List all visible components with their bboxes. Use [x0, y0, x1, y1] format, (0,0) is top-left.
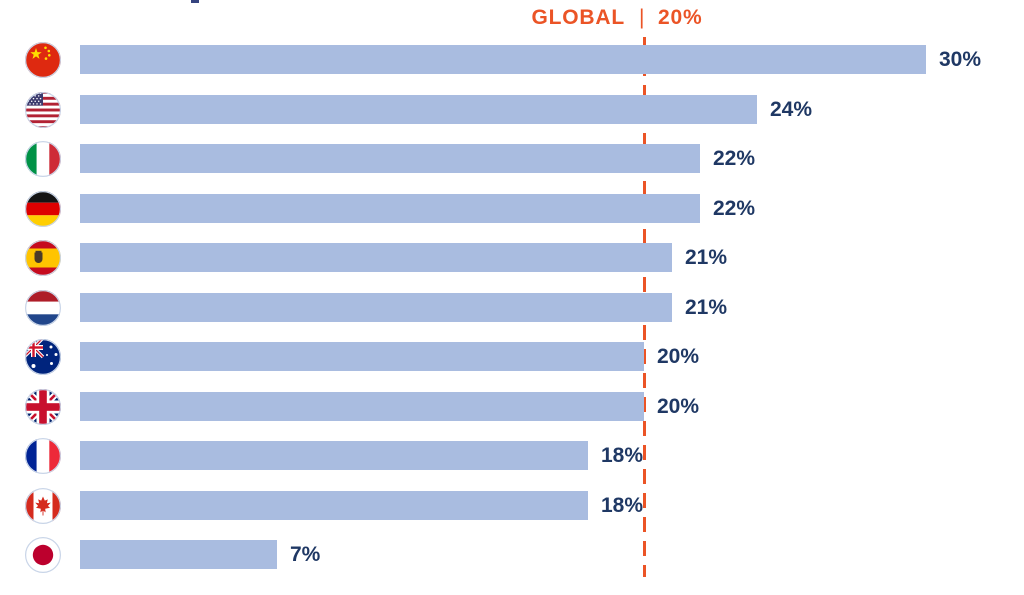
cropped-text-artifact	[191, 0, 199, 3]
global-reference-separator: |	[639, 6, 646, 29]
chart-row-united-kingdom: 20%	[0, 388, 1024, 425]
australia-flag-icon	[24, 338, 62, 376]
china-flag-icon	[24, 41, 62, 79]
global-reference-label: GLOBAL	[531, 6, 625, 29]
uk-flag-icon	[24, 388, 62, 426]
chart-row-spain: 21%	[0, 240, 1024, 276]
value-label-germany: 22%	[713, 196, 756, 220]
value-label-italy: 22%	[713, 147, 756, 170]
bar-australia	[80, 342, 644, 371]
bar-netherlands	[80, 292, 672, 322]
japan-flag-icon	[24, 536, 62, 574]
netherlands-flag-icon	[24, 289, 62, 327]
chart-row-japan: 7%	[0, 537, 1024, 573]
bar-germany	[80, 193, 700, 223]
value-label-netherlands: 21%	[685, 295, 728, 319]
chart-row-germany: 22%	[0, 190, 1024, 227]
value-label-united-states: 24%	[770, 97, 813, 121]
chart-row-united-states: 24%	[0, 91, 1024, 128]
bar-japan	[80, 540, 277, 569]
bar-france	[80, 441, 588, 470]
chart-row-china: 30%	[0, 42, 1024, 78]
italy-flag-icon	[24, 140, 62, 178]
value-label-france: 18%	[601, 444, 644, 467]
usa-flag-icon	[24, 91, 62, 129]
spain-flag-icon	[24, 239, 62, 277]
chart-row-canada: 18%	[0, 487, 1024, 524]
bar-united-states	[80, 94, 757, 124]
value-label-united-kingdom: 20%	[657, 394, 700, 418]
value-label-japan: 7%	[290, 543, 321, 566]
global-reference-value: 20%	[658, 6, 703, 29]
value-label-china: 30%	[939, 48, 982, 71]
bar-spain	[80, 243, 672, 272]
bar-united-kingdom	[80, 391, 644, 421]
value-label-spain: 21%	[685, 246, 728, 269]
chart-row-australia: 20%	[0, 339, 1024, 375]
chart-row-italy: 22%	[0, 141, 1024, 177]
chart-row-france: 18%	[0, 438, 1024, 474]
germany-flag-icon	[24, 190, 62, 228]
bar-canada	[80, 490, 588, 520]
value-label-australia: 20%	[657, 345, 700, 368]
bar-italy	[80, 144, 700, 173]
chart-row-netherlands: 21%	[0, 289, 1024, 326]
canada-flag-icon	[24, 487, 62, 525]
bar-china	[80, 45, 926, 74]
value-label-canada: 18%	[601, 493, 644, 517]
france-flag-icon	[24, 437, 62, 475]
